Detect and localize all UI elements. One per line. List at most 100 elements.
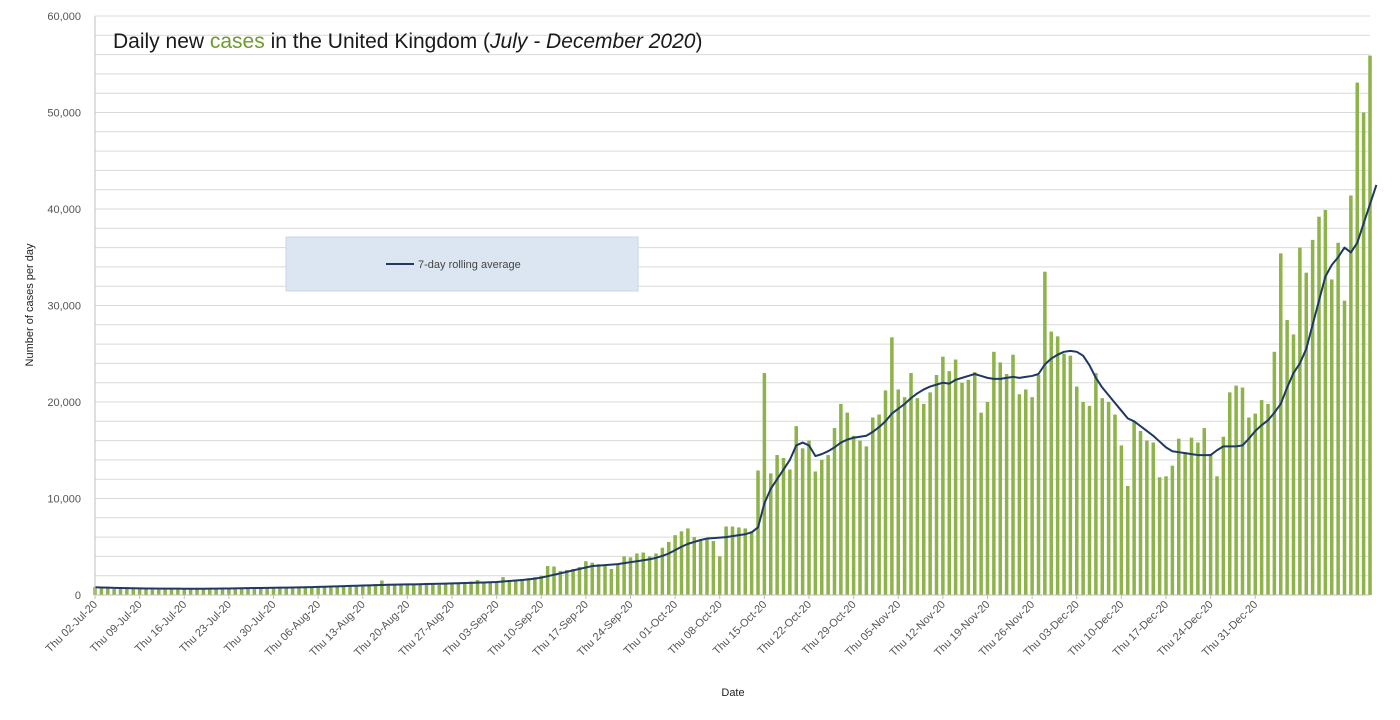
bar	[392, 584, 397, 595]
bar	[157, 589, 161, 595]
bar	[743, 528, 748, 595]
bar	[622, 556, 626, 595]
bar	[1247, 417, 1251, 595]
bar	[443, 584, 448, 595]
bar	[329, 586, 333, 595]
legend-box	[285, 236, 639, 292]
y-tick-label: 20,000	[47, 397, 81, 409]
bar	[1106, 402, 1111, 595]
bar	[1075, 386, 1079, 595]
bar	[1355, 82, 1360, 596]
bar	[310, 586, 314, 595]
bar	[558, 570, 563, 596]
bar	[1036, 374, 1041, 595]
bar	[399, 584, 403, 595]
bar	[864, 446, 869, 595]
bar	[239, 588, 244, 595]
bar	[1342, 300, 1347, 595]
bar	[603, 565, 607, 595]
bar	[233, 588, 238, 595]
bar	[928, 392, 932, 595]
bar	[890, 337, 894, 595]
bar	[698, 540, 703, 595]
bar	[373, 584, 378, 595]
bar	[577, 567, 582, 595]
bar	[265, 587, 269, 595]
bar	[692, 537, 697, 595]
bar	[673, 535, 677, 595]
bar	[794, 426, 799, 596]
bar	[756, 470, 760, 595]
bar	[1304, 272, 1309, 595]
bar	[214, 588, 218, 595]
bar	[125, 588, 129, 595]
bar	[456, 582, 461, 595]
bar	[934, 374, 939, 595]
bar	[341, 585, 346, 595]
bar	[501, 577, 505, 595]
bar	[641, 552, 646, 595]
bar	[1272, 351, 1277, 595]
bar	[845, 412, 850, 595]
bar	[724, 526, 728, 595]
bar	[871, 417, 875, 595]
bar	[737, 527, 741, 595]
bar	[252, 587, 257, 595]
bar	[800, 448, 805, 595]
bar	[290, 587, 295, 595]
bar	[998, 362, 1003, 595]
legend-label: 7-day rolling average	[418, 259, 521, 271]
bar	[979, 412, 983, 595]
bar	[1221, 436, 1226, 595]
bar	[1189, 437, 1194, 595]
bar	[246, 588, 250, 595]
bar	[348, 585, 352, 595]
bar	[418, 583, 422, 595]
bar	[220, 587, 225, 595]
rolling-average-line	[94, 184, 1378, 590]
bar	[437, 584, 442, 595]
bar	[488, 582, 493, 595]
bar	[507, 581, 512, 595]
bar	[1164, 476, 1168, 595]
bar	[1298, 247, 1302, 595]
chart-title: Daily new cases in the United Kingdom (J…	[113, 30, 702, 53]
bar	[118, 588, 123, 595]
bar	[1330, 279, 1334, 595]
bar	[150, 589, 155, 595]
y-tick-label: 60,000	[47, 11, 81, 23]
bar	[1043, 271, 1047, 595]
bar	[405, 584, 410, 595]
bar	[361, 585, 365, 595]
bar	[182, 588, 187, 595]
bar	[1228, 392, 1232, 595]
bar	[227, 588, 231, 595]
bar	[960, 382, 964, 595]
bar	[1081, 402, 1085, 595]
bar	[902, 397, 907, 595]
bar	[851, 435, 856, 595]
bar	[322, 586, 327, 595]
bar	[1310, 239, 1315, 595]
grid-layer	[95, 15, 1370, 596]
bar	[1177, 438, 1181, 595]
bar	[679, 531, 684, 595]
y-tick-label: 40,000	[47, 204, 81, 216]
bar	[188, 588, 193, 595]
bar	[1266, 403, 1270, 595]
bar	[1138, 430, 1143, 595]
bar	[1349, 195, 1353, 596]
bar	[520, 579, 524, 595]
bar	[335, 585, 340, 595]
bar	[877, 414, 881, 595]
bar	[749, 531, 754, 595]
bar	[1215, 476, 1219, 595]
bar	[807, 440, 811, 595]
bar	[475, 580, 480, 595]
bar	[947, 371, 952, 595]
bar	[552, 566, 556, 595]
bar	[1055, 336, 1060, 595]
bar	[201, 589, 206, 595]
